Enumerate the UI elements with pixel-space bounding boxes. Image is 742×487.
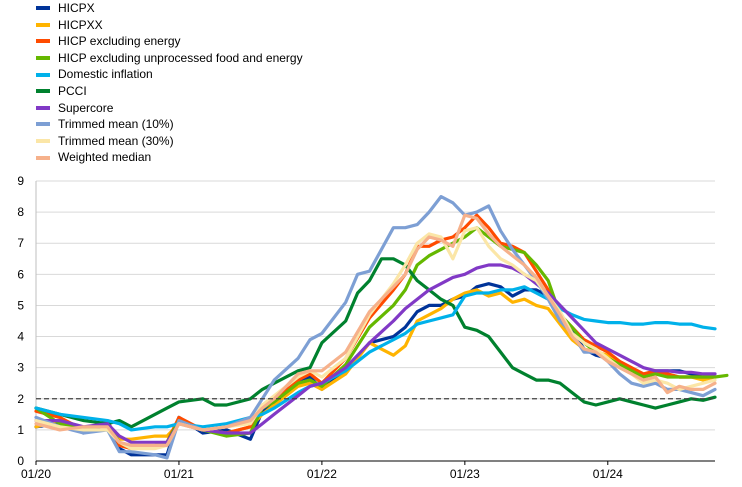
legend-label: HICP excluding energy — [58, 34, 181, 49]
legend-label: Domestic inflation — [58, 67, 153, 82]
legend-swatch — [36, 22, 50, 27]
x-tick-labels: 01/20 01/21 01/22 01/23 01/24 — [21, 467, 623, 481]
y-tick-label: 4 — [17, 330, 24, 344]
legend-swatch — [36, 39, 50, 44]
legend-label: HICPXX — [58, 17, 103, 32]
series-line-weighted-median — [34, 213, 717, 447]
series-line-supercore — [34, 263, 717, 444]
legend-item: PCCI — [36, 83, 303, 100]
legend-swatch — [36, 105, 50, 110]
legend-swatch — [36, 155, 50, 160]
series-line-trimmed-mean-10 — [34, 195, 717, 460]
legend-label: HICPX — [58, 1, 95, 15]
x-tick-label: 01/20 — [21, 467, 51, 481]
legend-item: Supercore — [36, 100, 303, 117]
legend-label: PCCI — [58, 83, 87, 98]
legend: HICPX HICPXX HICP excluding energy HICP exc… — [36, 0, 303, 166]
y-tick-label: 8 — [17, 205, 24, 219]
x-tick-label: 01/21 — [164, 467, 194, 481]
legend-label: Trimmed mean (30%) — [58, 133, 174, 148]
y-tick-label: 1 — [17, 423, 24, 437]
legend-item: Weighted median — [36, 149, 303, 166]
legend-label: Weighted median — [58, 150, 152, 165]
legend-swatch — [36, 6, 50, 11]
legend-item: Trimmed mean (30%) — [36, 133, 303, 150]
series-line-hicp-excluding-energy — [34, 213, 717, 451]
legend-swatch — [36, 72, 50, 77]
legend-item: HICP excluding energy — [36, 33, 303, 50]
legend-label: Supercore — [58, 100, 114, 115]
x-tick-label: 01/23 — [450, 467, 480, 481]
y-tick-label: 6 — [17, 267, 24, 281]
legend-swatch — [36, 56, 50, 61]
y-tick-label: 5 — [17, 298, 24, 312]
legend-label: Trimmed mean (10%) — [58, 117, 174, 132]
x-tick-label: 01/24 — [593, 467, 623, 481]
y-tick-label: 9 — [17, 174, 24, 188]
legend-swatch — [36, 139, 50, 144]
y-tick-label: 2 — [17, 392, 24, 406]
series-lines — [34, 195, 729, 460]
y-tick-label: 3 — [17, 361, 24, 375]
legend-swatch — [36, 89, 50, 94]
axes — [35, 181, 715, 465]
legend-item: HICP excluding unprocessed food and ener… — [36, 50, 303, 67]
series-line-pcci — [34, 257, 717, 429]
legend-label: HICP excluding unprocessed food and ener… — [58, 50, 303, 65]
legend-item: Domestic inflation — [36, 66, 303, 83]
y-tick-labels: 0 1 2 3 4 5 6 7 8 9 — [17, 174, 24, 468]
y-tick-label: 0 — [17, 454, 24, 468]
legend-item: Trimmed mean (10%) — [36, 116, 303, 133]
x-tick-label: 01/22 — [307, 467, 337, 481]
legend-item: HICPX — [36, 0, 303, 17]
legend-swatch — [36, 122, 50, 127]
legend-item: HICPXX — [36, 17, 303, 34]
y-tick-label: 7 — [17, 236, 24, 250]
series-line-domestic-inflation — [34, 285, 717, 432]
